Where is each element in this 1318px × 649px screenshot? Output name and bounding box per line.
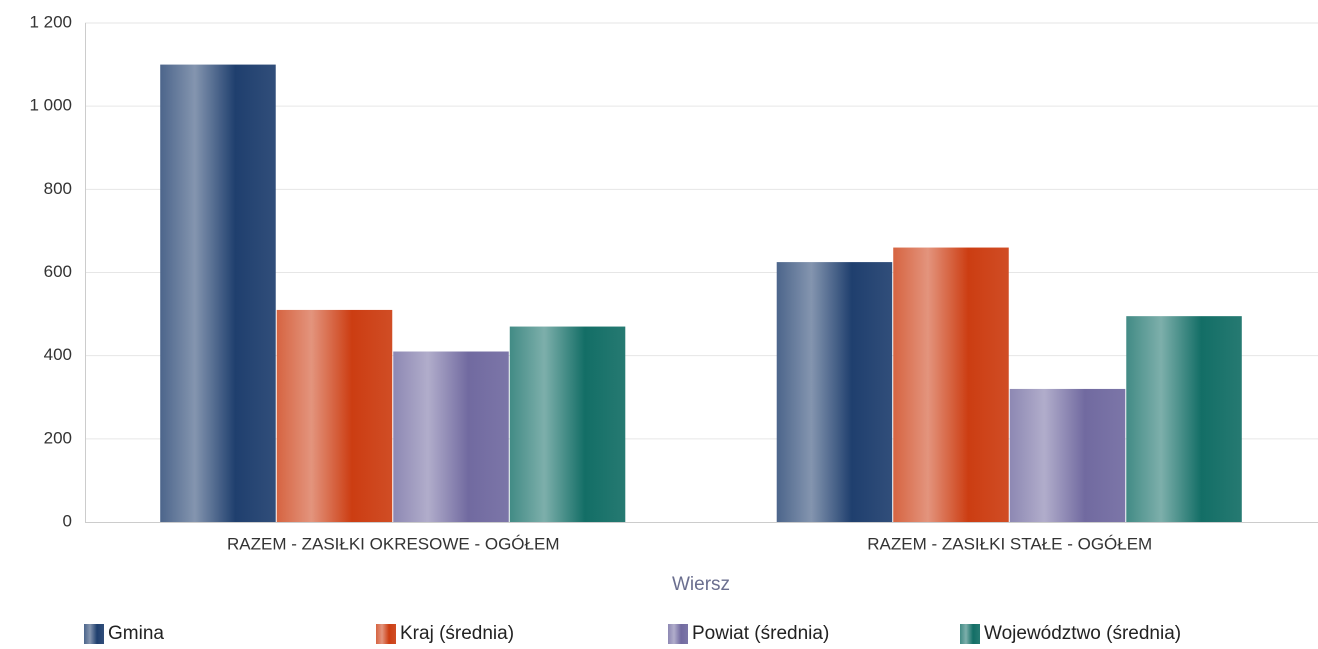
legend-label: Województwo (średnia) — [984, 623, 1181, 644]
legend-swatch — [84, 624, 104, 644]
y-tick-label: 600 — [44, 262, 72, 281]
legend-label: Powiat (średnia) — [692, 623, 829, 644]
bar — [1126, 316, 1242, 522]
x-tick-label: RAZEM - ZASIŁKI OKRESOWE - OGÓŁEM — [227, 534, 560, 553]
legend-label: Gmina — [108, 623, 164, 644]
bar — [893, 247, 1009, 523]
bar — [393, 351, 509, 522]
legend-swatch — [668, 624, 688, 644]
legend-label: Kraj (średnia) — [400, 623, 514, 644]
bar — [160, 64, 276, 522]
y-tick-label: 400 — [44, 345, 72, 364]
legend-swatch — [376, 624, 396, 644]
bar — [509, 326, 626, 522]
x-axis-title: Wiersz — [672, 574, 730, 595]
bar — [776, 262, 893, 522]
bar — [276, 309, 393, 522]
legend-swatch — [960, 624, 980, 644]
y-tick-label: 800 — [44, 179, 72, 198]
y-tick-label: 200 — [44, 428, 72, 447]
y-tick-label: 1 000 — [29, 96, 72, 115]
x-tick-label: RAZEM - ZASIŁKI STAŁE - OGÓŁEM — [867, 534, 1152, 553]
bar — [1009, 388, 1126, 522]
y-tick-label: 1 200 — [29, 12, 72, 31]
y-tick-label: 0 — [63, 511, 72, 530]
